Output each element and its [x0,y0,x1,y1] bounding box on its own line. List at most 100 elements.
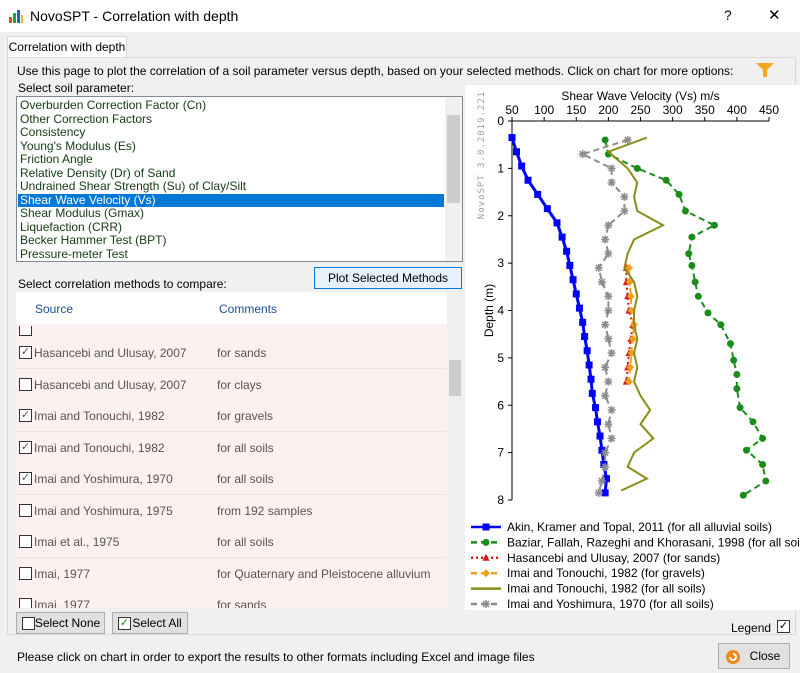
method-row[interactable]: ✓ Imai and Tonouchi, 1982 for all soils [16,431,447,464]
source: Imai, 1977 [34,566,91,581]
list-item[interactable]: Shear Modulus (Gmax) [20,206,145,220]
list-item[interactable]: Relative Density (Dr) of Sand [20,165,176,180]
checkbox[interactable] [19,566,32,580]
list-item[interactable]: Undrained Shear Strength (Su) of Clay/Si… [20,179,247,193]
plot-button[interactable]: Plot Selected Methods [314,267,462,289]
series-line [627,267,636,382]
scroll-thumb[interactable] [447,115,460,203]
checkbox[interactable] [19,535,32,548]
marker [628,334,637,343]
methods-label: Select correlation methods to compare: [18,277,227,291]
source: Imai and Yoshimura, 1975 [34,503,173,518]
checkbox[interactable] [19,503,32,517]
soil-parameter-list[interactable]: Overburden Correction Factor (Cn) Other C… [16,96,463,262]
list-item[interactable]: Pressure-meter Test [20,246,128,261]
marker [508,134,516,142]
checkbox[interactable] [19,377,32,391]
marker [569,276,577,284]
series-line [625,267,634,382]
marker [601,320,610,329]
marker [601,462,610,471]
marker [681,207,689,215]
source: Imai and Tonouchi, 1982 [34,409,165,423]
comment: for all soils [217,440,274,455]
legend-marker [482,538,490,546]
method-row[interactable]: ✓ Imai and Tonouchi, 1982 for gravels [16,400,447,432]
methods-table: Source Comments ✓ Hasancebi and Ulusay, 2… [16,292,463,608]
filter-icon[interactable] [755,62,775,78]
x-tick-label: 300 [663,103,683,117]
checkbox[interactable]: ✓ [19,409,32,422]
y-tick-label: 3 [497,256,504,270]
marker [578,150,587,159]
legend-label: Akin, Kramer and Topal, 2011 (for all al… [507,520,772,534]
marker [607,178,616,187]
button-label: Select None [34,616,101,630]
marker [733,385,741,393]
comment: for all soils [217,535,274,549]
marker [662,176,670,184]
marker [604,420,613,429]
checkbox[interactable] [19,326,32,336]
checkbox[interactable] [19,598,32,608]
marker [607,164,616,173]
close-button[interactable]: Close [718,643,790,669]
comment: for sands [217,346,267,360]
checkbox[interactable]: ✓ [19,346,32,359]
marker [601,489,609,497]
marker [759,460,767,468]
select-all-button[interactable]: ✓ Select All [112,612,188,634]
button-label: Select All [132,616,182,630]
window-title: NovoSPT - Correlation with depth [30,8,239,24]
y-tick-label: 1 [497,161,504,175]
list-scrollbar[interactable] [445,97,462,261]
x-tick-label: 200 [598,103,618,117]
list-item[interactable]: Shear Wave Velocity (Vs) [18,193,444,207]
marker [604,249,613,258]
method-row[interactable]: Imai and Yoshimura, 1975 from 192 samples [16,494,447,527]
scroll-thumb[interactable] [449,360,461,396]
legend-checkbox[interactable]: ✓ [777,620,790,633]
method-row[interactable]: Imai, 1977 for sands [16,589,447,608]
chart[interactable]: NovoSPT 3.0.2019.221 Shear Wave Velocity … [465,85,800,610]
marker [597,477,606,486]
method-row[interactable]: ✓ Hasancebi and Ulusay, 2007 for sands [16,337,447,369]
list-item[interactable]: Overburden Correction Factor (Cn) [20,98,207,112]
method-row[interactable]: ✓ Imai and Yoshimura, 1970 for all soils [16,463,447,495]
list-item[interactable]: Consistency [20,125,86,139]
marker [563,247,571,255]
checkbox[interactable]: ✓ [19,472,32,485]
marker [604,292,613,301]
list-item[interactable]: Young's Modulus (Es) [20,138,136,153]
instruction: Use this page to plot the correlation of… [17,64,734,78]
method-row[interactable]: Imai et al., 1975 for all soils [16,526,447,558]
comment: for all soils [217,472,274,486]
tab[interactable]: Correlation with depth [7,36,127,58]
table-scrollbar[interactable] [447,292,463,608]
method-row[interactable]: Hasancebi and Ulusay, 2007 for clays [16,368,447,401]
status-text: Please click on chart in order to export… [17,650,535,664]
close-window-button[interactable]: ✕ [768,7,781,24]
title-bar: NovoSPT - Correlation with depth ? ✕ [0,0,800,32]
source: Hasancebi and Ulusay, 2007 [34,377,187,392]
marker [581,333,589,341]
marker [736,404,744,412]
legend-marker [482,600,490,608]
source: Hasancebi and Ulusay, 2007 [34,346,187,360]
marker [593,418,601,426]
marker [726,340,734,348]
method-row[interactable]: Imai, 1977 for Quaternary and Pleistocene… [16,557,447,590]
y-tick-label: 8 [497,493,504,507]
marker [604,221,613,230]
marker [597,278,606,287]
marker [601,391,610,400]
marker [543,205,551,213]
checkbox[interactable]: ✓ [19,440,32,454]
list-item[interactable]: Liquefaction (CRR) [20,219,123,234]
list-item[interactable]: Friction Angle [20,152,93,166]
help-button[interactable]: ? [724,7,732,23]
source: Imai and Tonouchi, 1982 [34,440,165,455]
list-item[interactable]: Other Correction Factors [20,111,153,126]
list-item[interactable]: Becker Hammer Test (BPT) [20,233,167,247]
select-none-button[interactable]: Select None [16,612,105,634]
